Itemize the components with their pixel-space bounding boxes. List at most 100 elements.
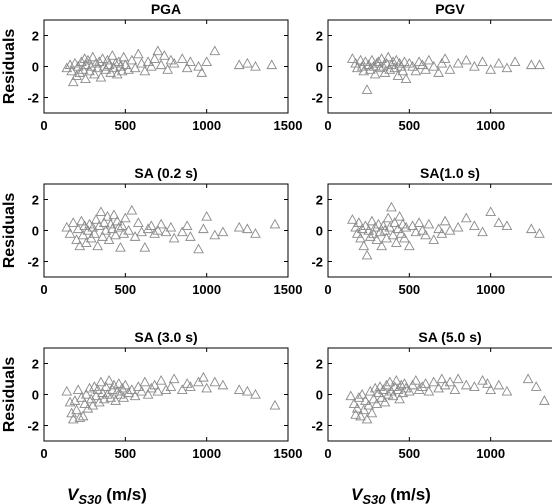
data-point	[364, 64, 376, 74]
data-point	[469, 381, 480, 391]
data-point	[368, 228, 379, 238]
data-point	[118, 51, 130, 62]
x-tick-label: 1500	[274, 118, 303, 133]
data-point	[119, 212, 131, 223]
data-point	[460, 54, 472, 65]
data-point	[423, 218, 435, 229]
data-point	[118, 392, 130, 402]
data-point	[61, 221, 73, 232]
data-point	[209, 229, 221, 240]
data-point	[159, 50, 170, 60]
data-point	[66, 407, 78, 418]
data-point	[100, 224, 112, 235]
data-point	[98, 393, 110, 404]
panel-title: SA(1.0 s)	[420, 165, 480, 181]
data-point	[397, 65, 409, 76]
data-point	[389, 217, 401, 227]
data-point	[410, 375, 422, 385]
data-point	[369, 221, 381, 232]
data-point	[80, 237, 92, 248]
data-point	[250, 60, 261, 71]
data-point	[136, 226, 147, 237]
data-point	[433, 223, 444, 234]
data-point	[181, 378, 193, 388]
x-tick-label: 0	[40, 118, 47, 133]
data-point	[61, 385, 73, 396]
data-point	[452, 373, 464, 384]
data-point	[129, 231, 141, 241]
data-point	[420, 64, 431, 74]
data-point	[382, 212, 394, 223]
data-point	[392, 70, 404, 80]
data-point	[82, 402, 94, 413]
x-tick-label: 1000	[192, 282, 221, 297]
data-point	[160, 226, 172, 237]
y-axis-label: Residuals	[1, 357, 18, 433]
data-point	[368, 60, 379, 71]
data-point	[201, 382, 213, 393]
data-point	[364, 385, 376, 396]
data-point	[347, 214, 358, 224]
data-point	[382, 388, 394, 399]
data-point	[452, 57, 464, 68]
data-point	[444, 224, 456, 235]
data-point	[152, 385, 164, 396]
data-point	[382, 51, 394, 62]
data-point	[250, 228, 261, 238]
data-point	[84, 65, 95, 76]
data-point	[77, 229, 89, 240]
data-point	[353, 217, 365, 227]
data-point	[132, 217, 144, 227]
data-point	[149, 379, 160, 390]
panel-title: PGV	[435, 1, 465, 17]
y-tick-label: -2	[311, 255, 323, 270]
data-point	[93, 396, 105, 407]
data-point	[423, 385, 435, 396]
data-point	[87, 51, 99, 62]
data-point	[351, 228, 363, 238]
data-point	[364, 231, 376, 241]
data-point	[162, 64, 173, 74]
data-point	[118, 228, 130, 238]
data-point	[358, 240, 370, 251]
data-point	[152, 224, 164, 235]
data-point	[371, 57, 383, 68]
data-point	[369, 68, 381, 79]
data-point	[85, 232, 97, 243]
data-point	[353, 392, 365, 402]
data-point	[485, 64, 497, 74]
x-tick-label: 0	[324, 118, 331, 133]
data-point	[394, 393, 405, 404]
panel-title: SA (3.0 s)	[134, 329, 197, 345]
data-point	[209, 376, 221, 387]
data-point	[93, 220, 105, 230]
plot-frame	[327, 19, 552, 114]
data-point	[485, 206, 497, 217]
data-point	[74, 240, 86, 251]
data-point	[76, 392, 87, 402]
data-point	[110, 395, 121, 405]
data-point	[379, 396, 391, 407]
data-point	[374, 226, 386, 237]
data-point	[103, 375, 115, 385]
xlabel-right: VS30 (m/s)	[351, 485, 431, 504]
data-point	[155, 375, 167, 385]
panel-2: PGV050010001500-202	[311, 1, 552, 133]
x-tick-label: 1000	[192, 118, 221, 133]
data-point	[108, 209, 120, 220]
data-point	[374, 62, 386, 73]
data-point	[469, 60, 480, 71]
y-tick-label: 0	[316, 224, 323, 239]
data-point	[67, 217, 79, 227]
data-point	[379, 67, 391, 77]
data-point	[358, 404, 370, 415]
data-point	[149, 53, 160, 63]
data-point	[98, 217, 110, 227]
data-point	[110, 57, 121, 68]
data-point	[126, 54, 138, 65]
data-point	[145, 220, 157, 230]
data-point	[360, 220, 371, 230]
